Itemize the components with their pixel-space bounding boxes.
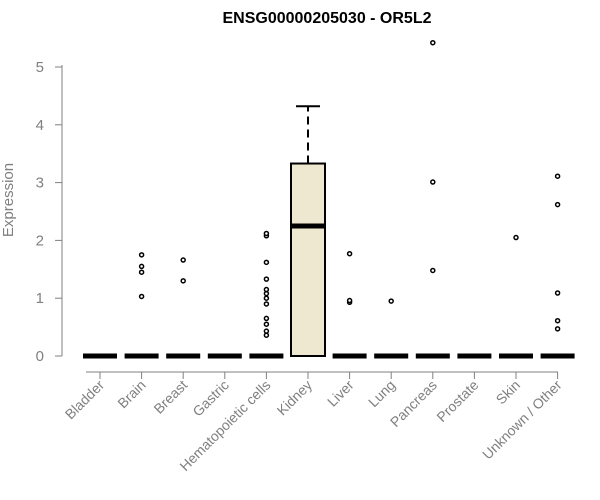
y-tick-label: 5 [36,59,44,76]
y-tick-label: 2 [36,232,44,249]
outlier-point [138,252,145,258]
outlier-point [180,278,186,284]
x-tick-label-unknown-other: Unknown / Other [479,377,565,463]
box-brain [124,252,159,359]
outlier-point [263,259,270,266]
outlier-point [138,263,145,270]
outlier-point [554,201,561,208]
outlier-point [263,276,270,282]
outlier-point [263,230,270,237]
outlier-point [430,267,436,274]
y-tick-label: 0 [36,348,44,365]
outlier-point [554,173,561,179]
box-unknown-other [540,173,575,359]
x-tick-label-lung: Lung [365,377,398,410]
box-series [83,39,575,359]
outlier-point [263,328,270,334]
y-axis-ticks: 0 1 2 3 4 5 [36,59,62,365]
outlier-point [263,321,270,327]
x-tick-label-prostate: Prostate [433,377,481,425]
outlier-point [263,286,270,293]
y-axis-label: Expression [0,163,17,237]
outlier-point [263,295,270,301]
y-tick-label: 3 [36,175,44,192]
box-breast [166,257,201,359]
box-iqr [290,162,326,357]
outlier-point [346,297,353,304]
outlier-point [513,234,519,241]
x-tick-label-liver: Liver [324,377,357,410]
box-skin [499,234,533,359]
x-tick-label-brain: Brain [114,377,148,411]
y-tick-label: 4 [36,117,44,134]
box-liver [332,250,367,359]
box-pancreas [415,39,450,359]
outlier-point [554,290,561,296]
outlier-point [263,315,270,322]
box-kidney [290,105,326,357]
box-lung [374,298,409,359]
x-tick-label-breast: Breast [150,377,190,417]
outlier-point [138,269,145,275]
chart-title: ENSG00000205030 - OR5L2 [222,10,431,27]
outlier-point [554,317,561,324]
outlier-point [180,257,186,263]
x-tick-label-skin: Skin [493,377,524,408]
outlier-point [138,293,145,300]
outlier-point [430,179,436,185]
outlier-point [346,250,353,257]
outlier-point [263,301,270,307]
box-hematopoietic-cells [249,230,284,359]
outlier-point [388,298,394,304]
x-tick-label-kidney: Kidney [274,377,316,419]
y-tick-label: 1 [36,290,44,307]
x-tick-label-bladder: Bladder [62,377,108,423]
outlier-point [430,39,436,46]
outlier-point [554,326,561,332]
